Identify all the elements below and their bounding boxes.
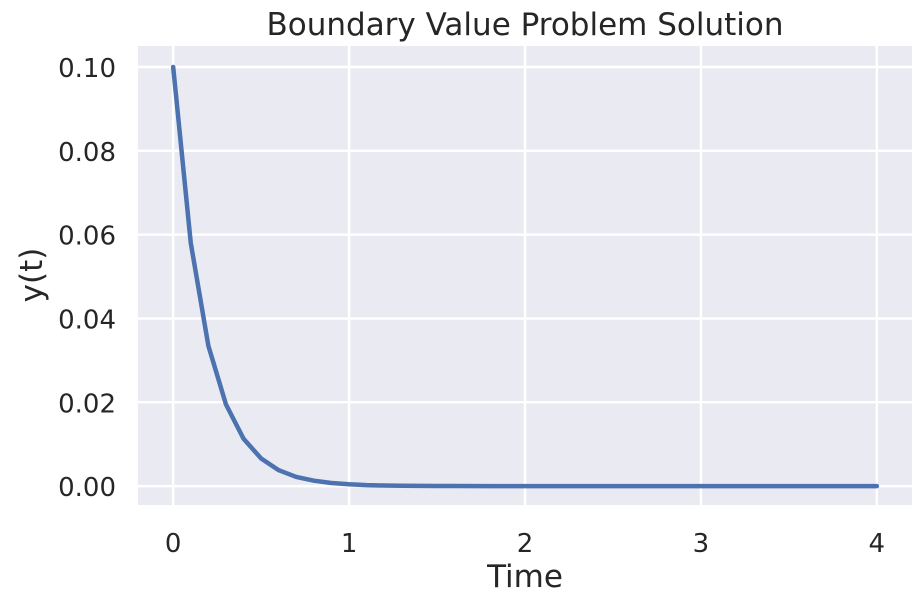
x-tick-label: 3: [693, 529, 710, 559]
y-tick-label: 0.04: [58, 305, 116, 335]
x-axis-title: Time: [486, 559, 563, 595]
x-tick-label: 4: [869, 529, 886, 559]
y-tick-label: 0.02: [58, 389, 116, 419]
x-tick-label: 0: [165, 529, 182, 559]
y-tick-labels: 0.00 0.02 0.04 0.06 0.08 0.10: [58, 54, 116, 503]
grid-x: [171, 46, 879, 505]
x-tick-labels: 0 1 2 3 4: [165, 529, 885, 559]
y-tick-label: 0.06: [58, 222, 116, 252]
y-tick-label: 0.08: [58, 138, 116, 168]
y-tick-label: 0.00: [58, 473, 116, 503]
series-group: [170, 64, 880, 489]
x-tick-label: 2: [517, 529, 534, 559]
y-axis-title: y(t): [14, 248, 50, 303]
x-tick-label: 1: [341, 529, 358, 559]
series-line: [170, 64, 880, 489]
chart-title: Boundary Value Problem Solution: [266, 7, 783, 43]
y-tick-label: 0.10: [58, 54, 116, 84]
